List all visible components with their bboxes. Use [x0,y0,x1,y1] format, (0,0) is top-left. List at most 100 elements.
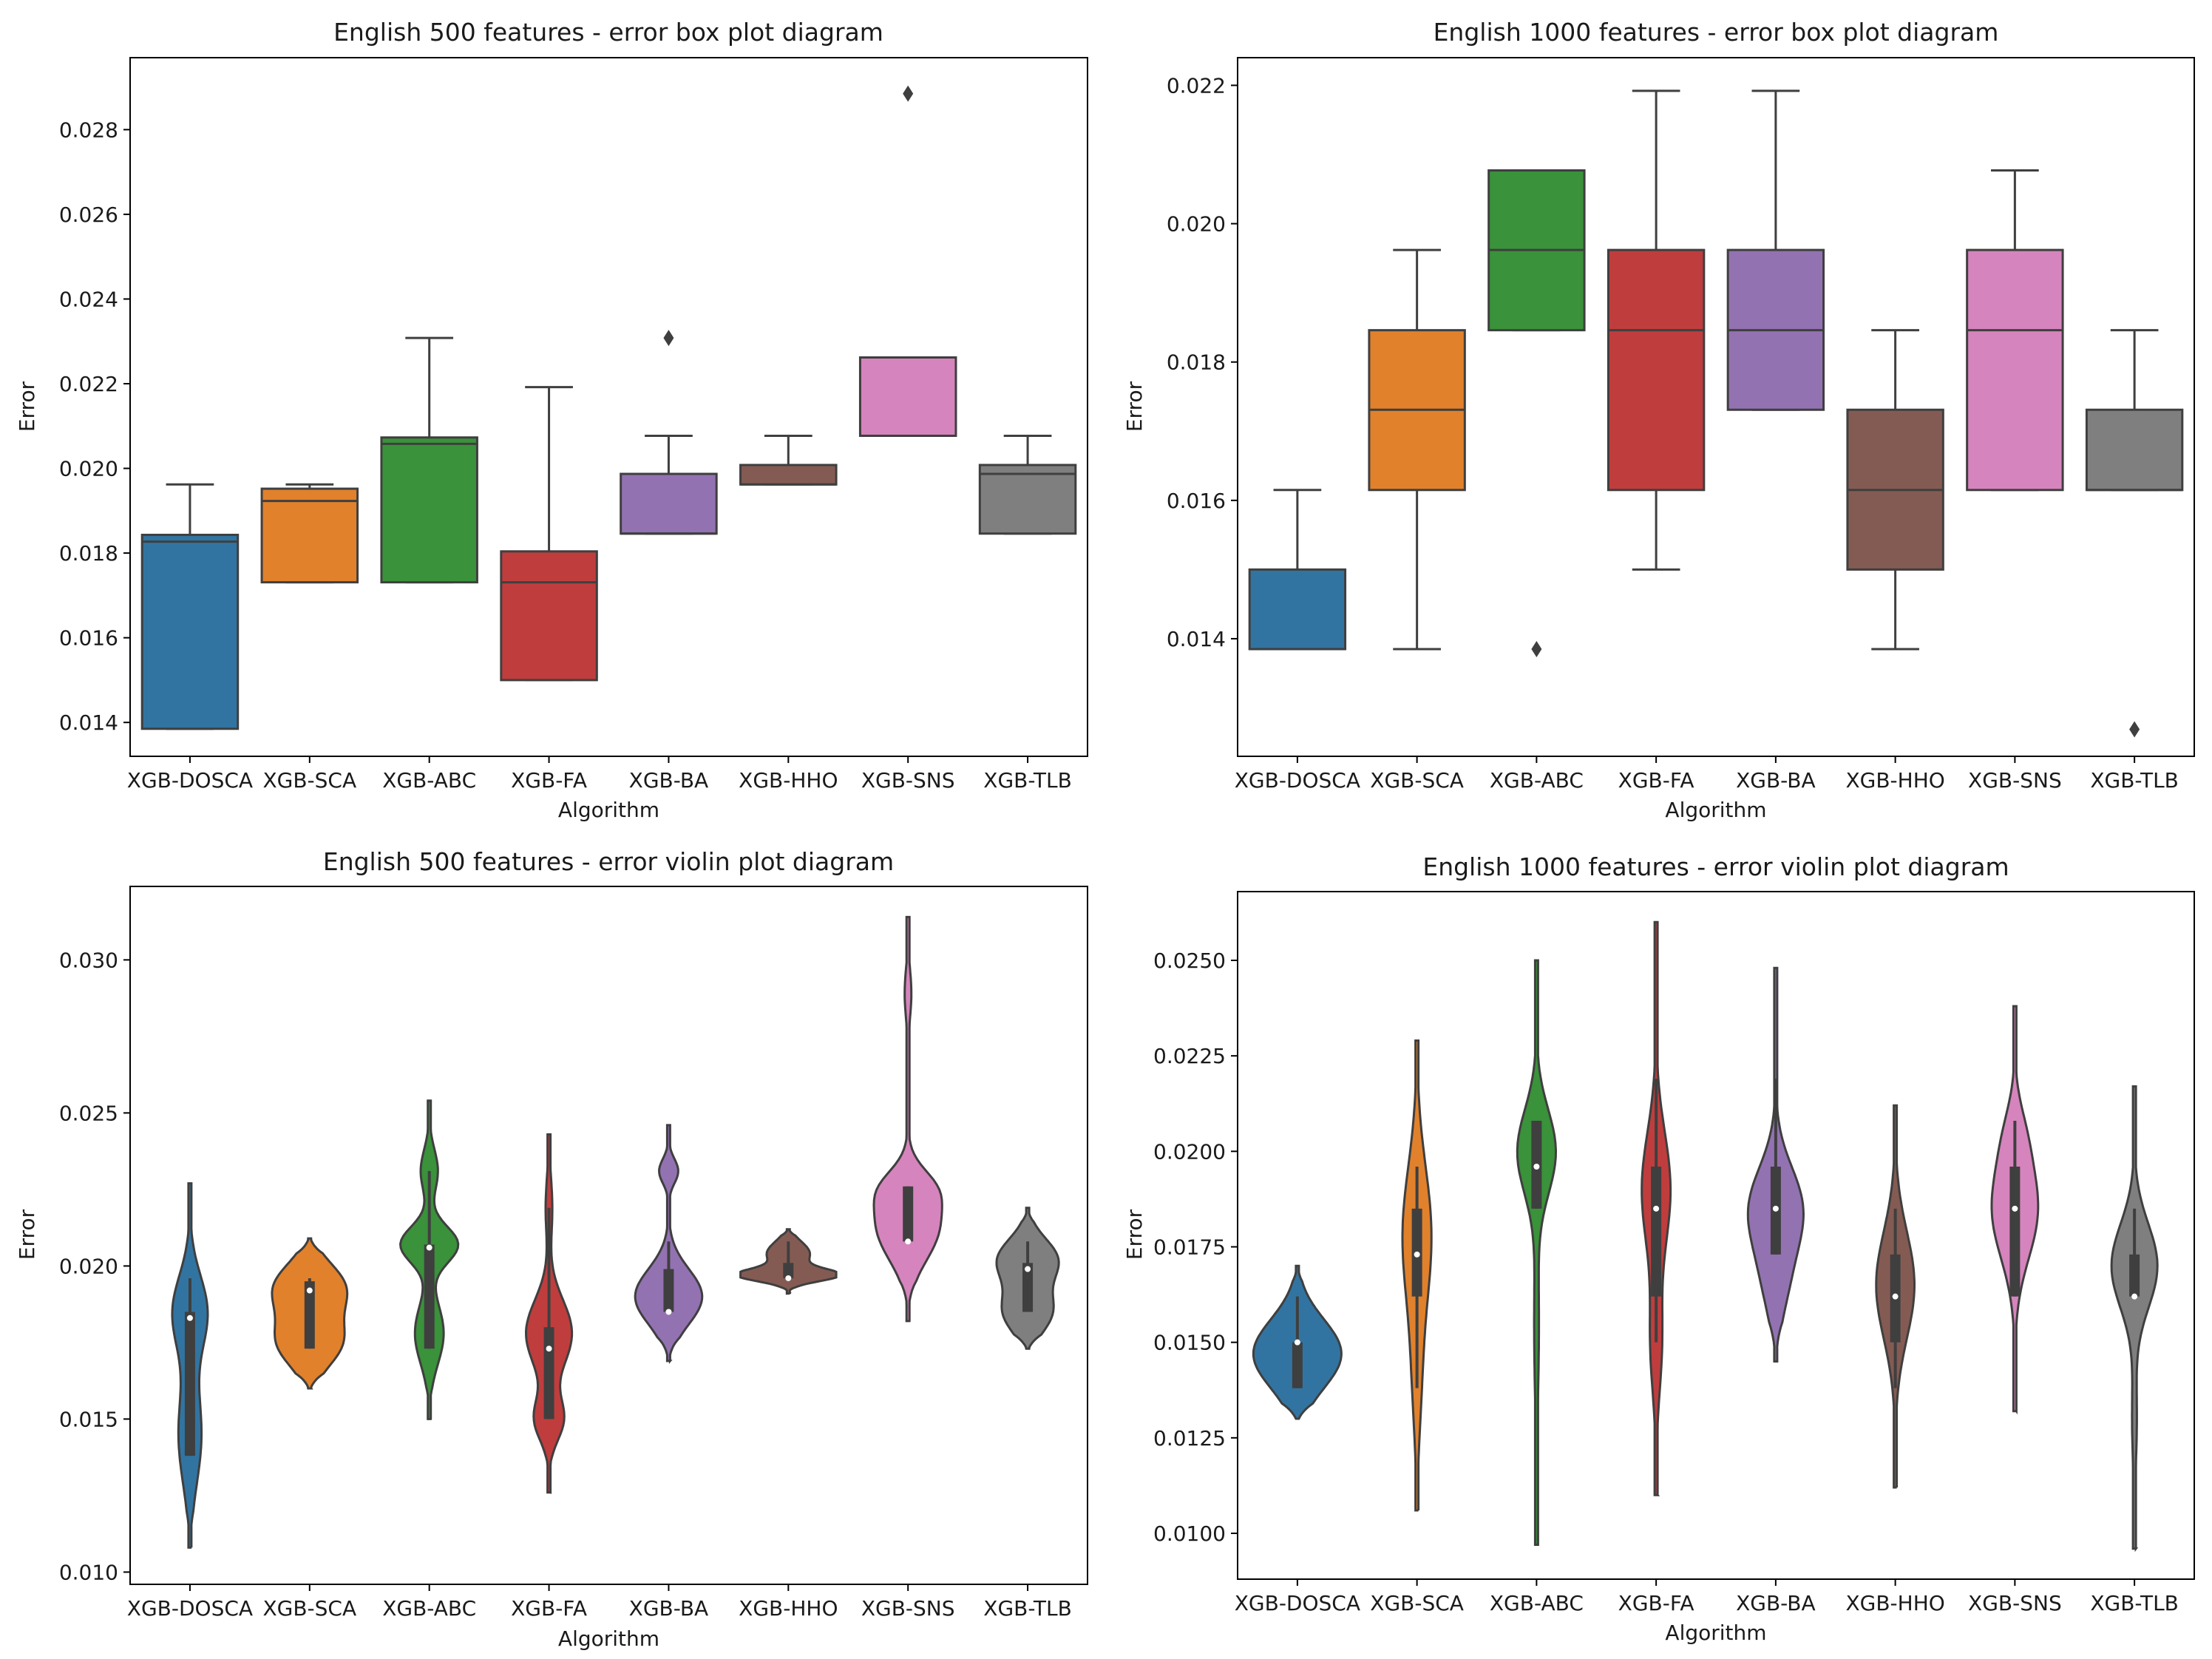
violin-median-dot [1892,1293,1899,1300]
violin-iqr-box [543,1327,554,1419]
box-body [739,464,838,486]
x-tick-label: XGB-BA [1736,1591,1816,1615]
box-plot-1000-features: English 1000 features - error box plot d… [1122,18,2195,822]
y-axis-label: Error [1122,1209,1147,1260]
y-tick-label: 0.020 [59,457,118,481]
x-tick-label: XGB-DOSCA [127,1596,253,1621]
violin-median-dot [1025,1266,1031,1272]
violin-median-dot [665,1309,672,1315]
x-tick-label: XGB-SNS [861,1596,955,1621]
violin-iqr-box [184,1312,195,1456]
violin-median-dot [546,1346,552,1352]
y-tick-label: 0.010 [59,1560,118,1584]
x-tick-label: XGB-TLB [2090,1591,2179,1615]
violin-median-dot [785,1275,792,1281]
violin-xgb-ba [1746,966,1805,1363]
x-tick-label: XGB-ABC [1490,1591,1584,1615]
box-body [500,550,598,682]
box-xgb-abc [1487,169,1586,657]
y-tick-label: 0.016 [59,626,118,651]
box-xgb-dosca [1248,489,1347,651]
y-tick-label: 0.020 [59,1254,118,1278]
chart-title: English 500 features - error box plot di… [333,18,883,47]
box-xgb-sca [260,483,359,584]
y-axis-label: Error [1122,381,1147,432]
x-tick-label: XGB-SNS [1968,768,2062,793]
box-body [380,436,478,584]
y-tick-label: 0.0225 [1153,1044,1226,1068]
box-xgb-hho [739,434,838,486]
y-tick-label: 0.025 [59,1101,118,1125]
y-tick-label: 0.020 [1167,212,1226,237]
violin-xgb-tlb [2110,1085,2159,1552]
violin-iqr-box [663,1269,674,1312]
x-tick-label: XGB-BA [629,768,709,793]
box-xgb-sca [1368,248,1466,651]
plot-frame [1237,57,2195,757]
violin-xgb-abc [1516,959,1558,1546]
violin-median-dot [1653,1205,1660,1212]
box-xgb-ba [1726,89,1825,411]
x-tick-label: XGB-SCA [1370,1591,1464,1615]
x-tick-label: XGB-SCA [262,768,356,793]
box-xgb-fa [1607,89,1706,571]
outlier-point [663,330,674,347]
violin-xgb-fa [1641,920,1672,1496]
chart-title: English 1000 features - error violin plo… [1422,852,2009,881]
box-body [858,356,957,437]
x-tick-label: XGB-HHO [739,768,838,793]
box-body [620,472,718,535]
y-tick-label: 0.024 [59,287,118,311]
violin-median-dot [1294,1339,1300,1346]
violin-iqr-box [424,1244,435,1349]
violin-iqr-box [1651,1167,1662,1297]
violin-xgb-ba [634,1124,704,1365]
plot-frame [129,57,1088,757]
x-tick-label: XGB-BA [1736,768,1816,793]
chart-title: English 1000 features - error box plot d… [1434,18,1999,47]
y-tick-label: 0.0125 [1153,1426,1226,1451]
x-tick-label: XGB-DOSCA [127,768,253,793]
x-tick-label: XGB-DOSCA [1235,1591,1360,1615]
x-tick-label: XGB-BA [629,1596,709,1621]
box-body [978,464,1077,535]
y-tick-label: 0.0175 [1153,1235,1226,1260]
y-axis-label: Error [15,381,39,432]
y-tick-label: 0.026 [59,203,118,227]
x-axis-label: Algorithm [1665,1621,1766,1645]
violin-median-dot [186,1314,193,1321]
x-tick-label: XGB-ABC [382,768,476,793]
chart-title: English 500 features - error violin plot… [323,847,894,876]
violin-plot-500-features: English 500 features - error violin plot… [15,847,1088,1651]
violin-body [2110,1085,2159,1552]
violin-xgb-dosca [171,1182,209,1549]
violin-xgb-sns [872,915,943,1323]
x-tick-label: XGB-HHO [739,1596,838,1621]
y-tick-label: 0.015 [59,1407,118,1431]
x-tick-label: XGB-DOSCA [1235,768,1360,793]
box-body [260,487,359,584]
violin-iqr-box [2129,1254,2140,1297]
box-body [2085,408,2184,492]
y-axis-label: Error [15,1209,39,1260]
x-tick-label: XGB-TLB [983,768,1072,793]
box-xgb-sns [858,85,957,437]
violin-body [1516,959,1558,1546]
outlier-point [1531,640,1542,657]
violin-iqr-box [2009,1167,2021,1297]
violin-xgb-tlb [995,1207,1060,1351]
x-tick-label: XGB-FA [511,1596,587,1621]
outlier-point [903,85,914,102]
violin-median-dot [306,1287,313,1294]
x-tick-label: XGB-SCA [1370,768,1464,793]
box-plot-500-features: English 500 features - error box plot di… [15,18,1088,822]
box-body [140,533,240,730]
box-xgb-ba [620,330,718,535]
y-tick-label: 0.0250 [1153,949,1226,973]
x-tick-label: XGB-ABC [1490,768,1584,793]
x-tick-label: XGB-HHO [1845,1591,1944,1615]
violin-median-dot [1414,1251,1420,1258]
plot-frame [1237,891,2195,1580]
y-tick-label: 0.018 [1167,350,1226,375]
